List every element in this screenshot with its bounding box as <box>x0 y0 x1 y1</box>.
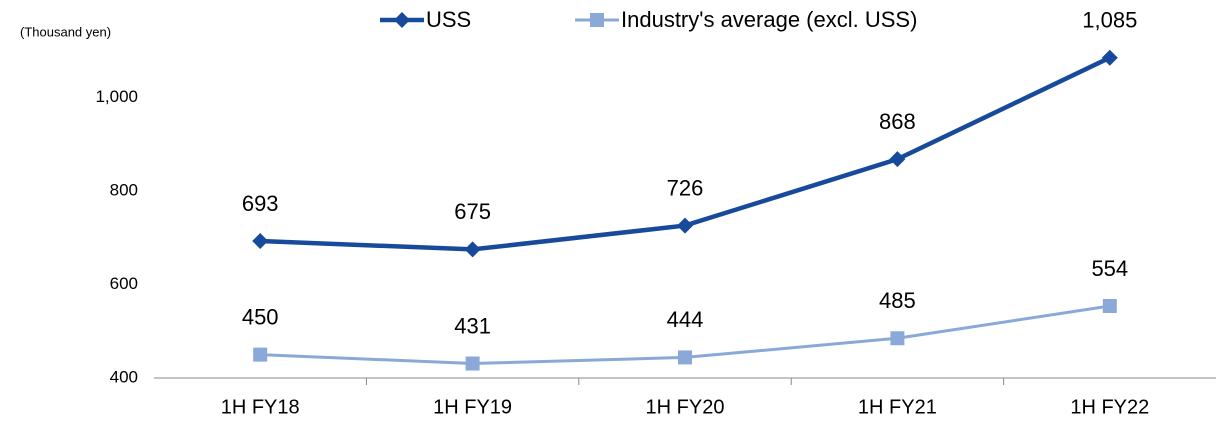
legend-marker <box>394 12 410 28</box>
value-label: 431 <box>454 313 491 338</box>
legend-label: USS <box>426 7 471 32</box>
legend-marker <box>590 13 604 27</box>
y-tick-label: 1,000 <box>95 87 138 106</box>
point <box>252 233 269 250</box>
point <box>464 241 481 258</box>
y-tick-label: 800 <box>110 180 138 199</box>
point <box>890 331 905 346</box>
point <box>889 151 906 168</box>
x-tick-label: 1H FY21 <box>858 396 937 418</box>
legend-label: Industry's average (excl. USS) <box>621 7 917 32</box>
value-label: 1,085 <box>1082 8 1137 33</box>
y-tick-label: 400 <box>110 367 138 386</box>
value-label: 554 <box>1091 256 1128 281</box>
point <box>253 347 268 362</box>
value-label: 868 <box>879 109 916 134</box>
point <box>1102 298 1117 313</box>
value-label: 444 <box>667 307 704 332</box>
point <box>465 356 480 371</box>
y-unit-label: (Thousand yen) <box>20 24 111 39</box>
point <box>678 350 692 365</box>
value-label: 726 <box>667 175 704 200</box>
point <box>677 217 693 234</box>
x-tick-label: 1H FY19 <box>433 396 512 418</box>
value-label: 675 <box>454 199 491 224</box>
x-tick-label: 1H FY18 <box>221 396 300 418</box>
y-tick-label: 600 <box>110 274 138 293</box>
x-tick-label: 1H FY22 <box>1070 396 1149 418</box>
value-label: 485 <box>879 288 916 313</box>
x-tick-label: 1H FY20 <box>646 396 725 418</box>
point <box>1101 49 1118 66</box>
value-label: 450 <box>242 304 279 329</box>
value-label: 693 <box>242 191 279 216</box>
